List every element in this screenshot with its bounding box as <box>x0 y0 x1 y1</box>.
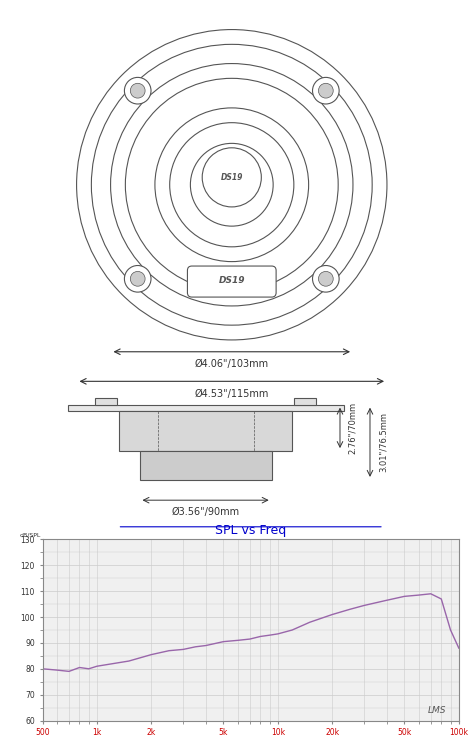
Bar <box>140 451 272 480</box>
Text: 2.76"/70mm: 2.76"/70mm <box>349 402 358 454</box>
Title: SPL vs Freq: SPL vs Freq <box>215 524 286 537</box>
Circle shape <box>131 84 145 98</box>
Circle shape <box>131 271 145 286</box>
Circle shape <box>313 78 339 104</box>
Circle shape <box>318 271 333 286</box>
Text: DS19: DS19 <box>219 276 245 285</box>
Text: dB/SPL: dB/SPL <box>20 533 41 538</box>
Bar <box>68 405 343 412</box>
Bar <box>96 398 117 405</box>
Bar <box>294 398 316 405</box>
Circle shape <box>313 265 339 292</box>
Text: 3.01"/76.5mm: 3.01"/76.5mm <box>378 412 387 472</box>
Text: Ø4.06"/103mm: Ø4.06"/103mm <box>195 359 269 370</box>
Circle shape <box>124 78 151 104</box>
Circle shape <box>318 84 333 98</box>
Circle shape <box>202 148 261 207</box>
FancyBboxPatch shape <box>187 266 276 297</box>
Circle shape <box>124 265 151 292</box>
Text: Ø4.53"/115mm: Ø4.53"/115mm <box>194 389 269 399</box>
Text: DS19: DS19 <box>220 173 243 182</box>
Bar <box>119 412 292 451</box>
Text: LMS: LMS <box>428 706 447 715</box>
Text: Ø3.56"/90mm: Ø3.56"/90mm <box>172 508 240 517</box>
